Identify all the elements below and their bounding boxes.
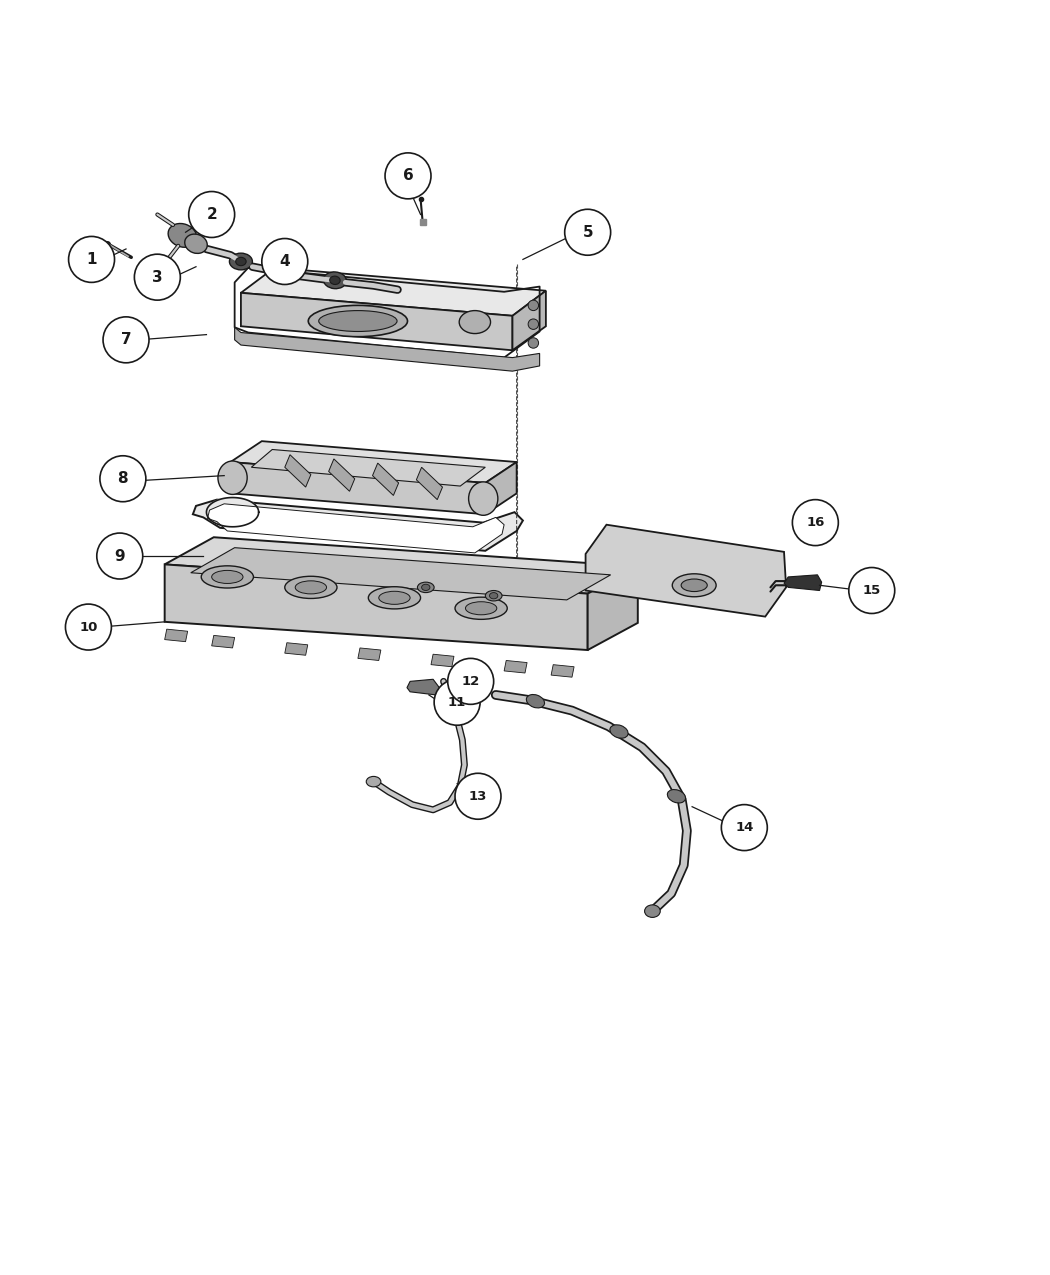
Polygon shape [504, 660, 527, 673]
Circle shape [848, 567, 895, 613]
Ellipse shape [229, 254, 252, 270]
Polygon shape [165, 565, 588, 650]
Ellipse shape [459, 311, 490, 334]
Polygon shape [588, 566, 637, 650]
Text: 7: 7 [121, 333, 131, 347]
Polygon shape [208, 504, 504, 553]
Circle shape [385, 153, 430, 199]
Ellipse shape [465, 602, 497, 615]
Ellipse shape [485, 590, 502, 601]
Polygon shape [212, 635, 234, 648]
Circle shape [793, 500, 838, 546]
Polygon shape [430, 654, 454, 667]
Circle shape [189, 191, 234, 237]
Ellipse shape [366, 776, 381, 787]
Polygon shape [358, 648, 381, 660]
Ellipse shape [202, 566, 253, 588]
Text: 14: 14 [735, 821, 754, 834]
Polygon shape [165, 629, 188, 641]
Ellipse shape [309, 306, 407, 337]
Polygon shape [485, 462, 517, 514]
Polygon shape [329, 459, 355, 491]
Text: 6: 6 [402, 168, 414, 184]
Polygon shape [512, 291, 546, 351]
Circle shape [565, 209, 611, 255]
Ellipse shape [235, 258, 246, 265]
Polygon shape [285, 643, 308, 655]
Polygon shape [407, 680, 439, 695]
Polygon shape [230, 462, 485, 514]
Polygon shape [417, 467, 442, 500]
Ellipse shape [185, 235, 207, 254]
Ellipse shape [212, 570, 243, 584]
Circle shape [447, 658, 494, 704]
Polygon shape [193, 500, 523, 551]
Ellipse shape [528, 319, 539, 329]
Text: 5: 5 [583, 224, 593, 240]
Polygon shape [784, 575, 821, 590]
Polygon shape [191, 548, 611, 601]
Ellipse shape [379, 592, 411, 604]
Text: 9: 9 [114, 548, 125, 564]
Ellipse shape [319, 311, 397, 332]
Text: 12: 12 [462, 674, 480, 688]
Polygon shape [551, 664, 574, 677]
Text: 10: 10 [79, 621, 98, 634]
Text: 11: 11 [448, 696, 466, 709]
Circle shape [68, 236, 114, 282]
Ellipse shape [285, 576, 337, 598]
Ellipse shape [610, 724, 628, 738]
Ellipse shape [369, 586, 421, 609]
Ellipse shape [645, 905, 660, 918]
Text: 13: 13 [468, 789, 487, 803]
Polygon shape [234, 328, 540, 371]
Ellipse shape [528, 338, 539, 348]
Text: 1: 1 [86, 252, 97, 266]
Polygon shape [240, 293, 512, 351]
Text: 3: 3 [152, 270, 163, 284]
Text: 8: 8 [118, 472, 128, 486]
Ellipse shape [489, 593, 498, 599]
Ellipse shape [526, 695, 545, 708]
Polygon shape [240, 268, 546, 316]
Polygon shape [586, 525, 786, 617]
Circle shape [134, 254, 181, 300]
Ellipse shape [528, 300, 539, 311]
Circle shape [97, 533, 143, 579]
Ellipse shape [218, 462, 247, 495]
Text: 2: 2 [206, 207, 217, 222]
Ellipse shape [323, 272, 346, 288]
Ellipse shape [672, 574, 716, 597]
Text: 4: 4 [279, 254, 290, 269]
Ellipse shape [422, 584, 429, 590]
Ellipse shape [455, 597, 507, 620]
Ellipse shape [295, 581, 327, 594]
Polygon shape [285, 455, 311, 487]
Ellipse shape [468, 482, 498, 515]
Circle shape [455, 773, 501, 820]
Ellipse shape [168, 223, 196, 247]
Circle shape [434, 680, 480, 725]
Polygon shape [373, 463, 399, 496]
Circle shape [261, 238, 308, 284]
Polygon shape [230, 441, 517, 483]
Text: 15: 15 [863, 584, 881, 597]
Circle shape [65, 604, 111, 650]
Circle shape [100, 455, 146, 502]
Polygon shape [165, 537, 637, 594]
Polygon shape [251, 450, 485, 486]
Circle shape [721, 805, 768, 850]
Ellipse shape [681, 579, 708, 592]
Ellipse shape [418, 583, 434, 593]
Ellipse shape [330, 277, 340, 284]
Polygon shape [207, 497, 258, 527]
Text: 16: 16 [806, 516, 824, 529]
Circle shape [103, 317, 149, 363]
Ellipse shape [668, 789, 686, 803]
